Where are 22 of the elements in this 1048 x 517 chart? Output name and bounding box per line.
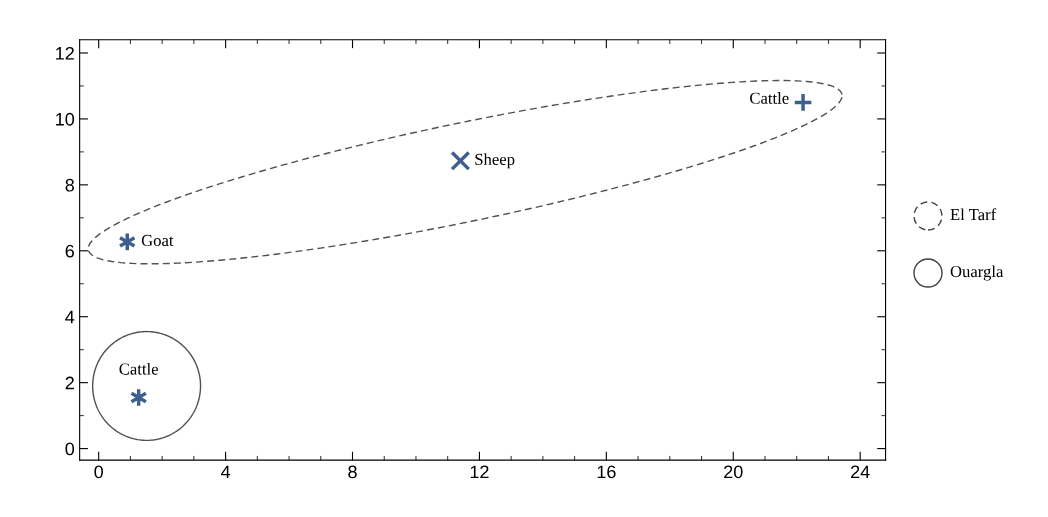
x-tick-label: 8 — [348, 465, 357, 479]
text: El Tarf — [950, 208, 997, 221]
y-tick-label: 2 — [65, 376, 74, 390]
text: Ouargla — [950, 265, 1004, 281]
annotation: Cattle — [750, 92, 789, 104]
x-tick-label: 0 — [94, 465, 103, 479]
annotation: Sheep — [475, 153, 515, 169]
annotation: Goat — [141, 234, 174, 247]
annotation: Cattle — [119, 362, 158, 375]
point — [450, 150, 471, 171]
y-tick-label: 4 — [65, 310, 75, 324]
x-tick-label: 16 — [597, 465, 616, 479]
x-tick-label: 24 — [851, 465, 870, 479]
y-tick-label: 6 — [65, 244, 74, 258]
y-tick-label: 8 — [65, 178, 74, 192]
x-tick-label: 4 — [220, 465, 231, 479]
x-tick-label: 12 — [470, 465, 489, 479]
y-tick-label: 0 — [65, 442, 75, 456]
y-tick-label: 12 — [56, 46, 74, 60]
point — [792, 92, 814, 113]
y-tick-label: 10 — [56, 112, 75, 126]
x-tick-label: 20 — [724, 465, 743, 479]
